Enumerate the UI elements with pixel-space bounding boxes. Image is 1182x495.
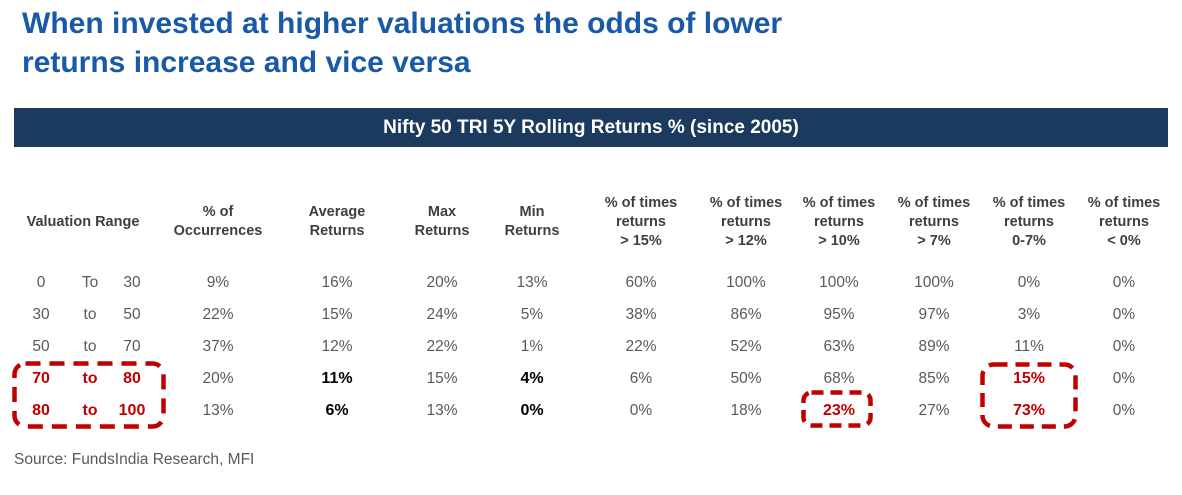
cell-min-returns: 13% (516, 274, 548, 291)
cell-pct-times-lt-0: 0% (1112, 274, 1136, 291)
cell-pct-times-gt-12: 86% (730, 306, 762, 323)
cell-min-returns: 0% (520, 402, 544, 419)
table-row: 0 To 30 9% 16% 20% 13% 60% 100% 100% 100% 0% 0% (2, 267, 1180, 299)
table-body: 0 To 30 9% 16% 20% 13% 60% 100% 100% 100% 0% 0% 30 to 5… (2, 267, 1180, 427)
cell-average-returns: 6% (325, 402, 349, 419)
table-title-text: Nifty 50 TRI 5Y Rolling Returns % (since… (383, 116, 799, 138)
cell-average-returns: 12% (321, 338, 353, 355)
column-header-valuation-range: Valuation Range (26, 213, 140, 230)
cell-max-returns: 24% (426, 306, 458, 323)
cell-pct-occurrences: 13% (202, 402, 234, 419)
cell-min-returns: 4% (520, 370, 544, 387)
cell-pct-times-lt-0: 0% (1112, 306, 1136, 323)
cell-valuation-range: 0 To 30 (36, 274, 141, 291)
cell-pct-times-gt-15: 6% (629, 370, 653, 387)
cell-valuation-range: 50 to 70 (32, 338, 141, 355)
cell-pct-times-gt-10: 95% (823, 306, 855, 323)
cell-pct-times-0-7: 15% (1012, 370, 1046, 387)
cell-pct-times-gt-7: 85% (918, 370, 950, 387)
cell-max-returns: 22% (426, 338, 458, 355)
cell-pct-times-gt-10: 68% (823, 370, 855, 387)
cell-pct-times-gt-12: 100% (726, 274, 766, 291)
cell-max-returns: 15% (426, 370, 458, 387)
table-row: 50 to 70 37% 12% 22% 1% 22% 52% 63% 89% 11% 0% (2, 331, 1180, 363)
column-header-max-returns: Max Returns (414, 204, 470, 239)
cell-pct-times-lt-0: 0% (1112, 370, 1136, 387)
table-row: 70 to 80 20% 11% 15% 4% 6% 50% 68% 85% 15% 0% (2, 363, 1180, 395)
column-header-min-returns: Min Returns (504, 204, 560, 239)
column-header-average-returns: Average Returns (308, 204, 366, 239)
cell-valuation-range: 80 to 100 (32, 402, 146, 419)
cell-average-returns: 15% (321, 306, 353, 323)
table-row: 80 to 100 13% 6% 13% 0% 0% 18% 23% 27% 73% 0% (2, 395, 1180, 427)
column-header-pct-times-gt-7: % of times returns > 7% (897, 194, 971, 249)
page-title-line2: returns increase and vice versa (22, 46, 471, 79)
cell-pct-times-gt-12: 50% (730, 370, 762, 387)
cell-pct-times-0-7: 11% (1014, 338, 1044, 355)
cell-pct-times-gt-7: 97% (918, 306, 950, 323)
cell-pct-times-gt-10: 63% (823, 338, 855, 355)
column-header-pct-times-lt-0: % of times returns < 0% (1087, 194, 1161, 249)
source-note: Source: FundsIndia Research, MFI (14, 451, 255, 468)
cell-min-returns: 5% (520, 306, 544, 323)
table-title-banner: Nifty 50 TRI 5Y Rolling Returns % (since… (14, 108, 1168, 147)
returns-table: Valuation Range % of Occurrences Average Ret… (2, 147, 1180, 449)
cell-pct-times-lt-0: 0% (1112, 402, 1136, 419)
cell-pct-times-gt-15: 0% (629, 402, 653, 419)
cell-pct-times-gt-12: 18% (730, 402, 762, 419)
table-row: 30 to 50 22% 15% 24% 5% 38% 86% 95% 97% 3% 0% (2, 299, 1180, 331)
cell-average-returns: 16% (321, 274, 353, 291)
column-header-pct-times-gt-10: % of times returns > 10% (802, 194, 876, 249)
cell-pct-times-gt-15: 22% (625, 338, 657, 355)
cell-max-returns: 13% (426, 402, 458, 419)
cell-pct-times-gt-7: 100% (914, 274, 954, 291)
cell-max-returns: 20% (426, 274, 458, 291)
table-header-row: Valuation Range % of Occurrences Average Ret… (2, 147, 1180, 267)
cell-pct-times-gt-10: 100% (819, 274, 859, 291)
cell-pct-occurrences: 9% (206, 274, 230, 291)
cell-min-returns: 1% (520, 338, 544, 355)
cell-average-returns: 11% (321, 370, 353, 387)
cell-pct-times-gt-12: 52% (730, 338, 762, 355)
cell-pct-occurrences: 37% (202, 338, 234, 355)
column-header-pct-times-gt-12: % of times returns > 12% (709, 194, 783, 249)
cell-pct-occurrences: 20% (202, 370, 234, 387)
cell-valuation-range: 70 to 80 (32, 370, 141, 387)
cell-pct-times-gt-15: 60% (625, 274, 657, 291)
column-header-pct-times-0-7: % of times returns 0-7% (992, 194, 1066, 249)
cell-pct-times-gt-7: 27% (918, 402, 950, 419)
cell-pct-times-gt-7: 89% (918, 338, 950, 355)
cell-pct-times-gt-15: 38% (625, 306, 657, 323)
cell-pct-times-0-7: 3% (1017, 306, 1041, 323)
cell-pct-occurrences: 22% (202, 306, 234, 323)
cell-pct-times-lt-0: 0% (1112, 338, 1136, 355)
column-header-pct-occurrences: % of Occurrences (173, 204, 263, 239)
page-title: When invested at higher valuations the o… (22, 4, 1022, 82)
page-title-line1: When invested at higher valuations the o… (22, 7, 783, 40)
cell-pct-times-gt-10: 23% (822, 402, 856, 419)
cell-pct-times-0-7: 73% (1012, 402, 1046, 419)
cell-valuation-range: 30 to 50 (32, 306, 141, 323)
cell-pct-times-0-7: 0% (1017, 274, 1041, 291)
column-header-pct-times-gt-15: % of times returns > 15% (604, 194, 678, 249)
